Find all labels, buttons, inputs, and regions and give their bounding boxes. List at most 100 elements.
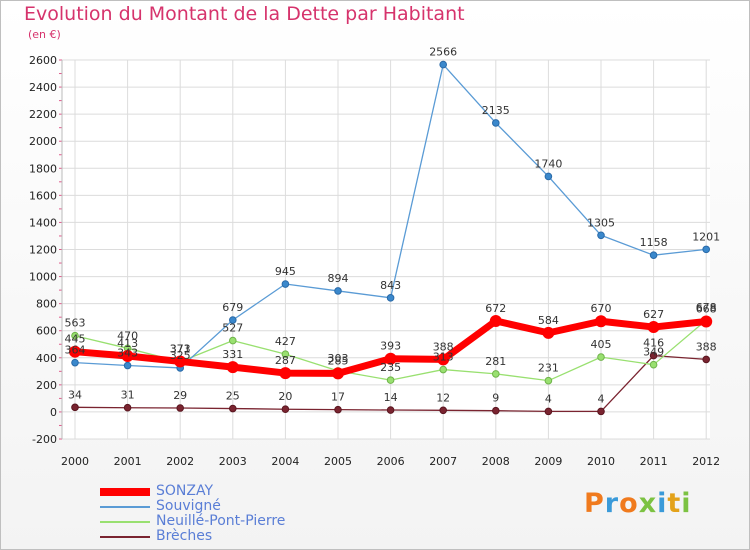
y-tick-label: 1000 <box>29 271 57 284</box>
data-point-neuill-pont-pierre <box>649 360 658 369</box>
data-label-sonzay: 287 <box>275 354 296 367</box>
data-point-br-ches <box>123 403 132 412</box>
logo-letter: P <box>584 488 605 519</box>
legend-label: Brèches <box>156 528 213 544</box>
data-label-souvign-: 1305 <box>587 216 615 229</box>
data-point-neuill-pont-pierre <box>229 336 237 345</box>
logo-letter: i <box>657 488 668 519</box>
legend-label: Neuillé-Pont-Pierre <box>156 513 286 529</box>
legend: SONZAY Souvigné Neuillé-Pont-Pierre Brèches <box>100 484 285 544</box>
data-point-neuill-pont-pierre <box>71 331 79 340</box>
y-tick-label: 400 <box>36 352 57 365</box>
data-point-souvign- <box>702 245 711 254</box>
data-label-br-ches: 12 <box>436 391 450 404</box>
data-point-br-ches <box>334 405 342 414</box>
data-label-br-ches: 416 <box>643 337 664 350</box>
chart-title: Evolution du Montant de la Dette par Hab… <box>24 3 465 25</box>
data-point-sonzay <box>121 350 134 363</box>
data-point-br-ches <box>597 407 605 416</box>
data-label-br-ches: 4 <box>545 392 552 405</box>
y-tick-label: 2400 <box>29 81 57 94</box>
x-tick-label: 2007 <box>429 455 457 468</box>
data-point-br-ches <box>176 404 184 412</box>
x-tick-label: 2006 <box>377 455 405 468</box>
data-label-br-ches: 31 <box>121 389 135 402</box>
data-point-souvign- <box>334 287 342 295</box>
data-point-neuill-pont-pierre <box>281 350 290 358</box>
data-label-neuill-pont-pierre: 527 <box>222 322 243 335</box>
data-point-neuill-pont-pierre <box>492 370 500 378</box>
data-point-souvign- <box>597 231 605 240</box>
data-point-br-ches <box>544 407 553 416</box>
y-tick-label: 0 <box>50 406 57 419</box>
x-tick-label: 2011 <box>640 455 668 468</box>
data-point-br-ches <box>229 404 237 413</box>
x-tick-label: 2002 <box>166 455 194 468</box>
y-tick-label: 600 <box>36 325 57 338</box>
data-label-br-ches: 20 <box>278 390 292 403</box>
data-point-br-ches <box>649 351 658 360</box>
y-tick-label: 1800 <box>29 162 57 175</box>
x-tick-label: 2012 <box>692 455 720 468</box>
y-tick-label: 1200 <box>29 244 57 257</box>
data-point-souvign- <box>649 251 658 259</box>
logo-letter: t <box>667 488 682 519</box>
y-tick-label: 2000 <box>29 135 57 148</box>
data-point-sonzay <box>226 361 239 374</box>
x-tick-label: 2000 <box>61 455 89 468</box>
x-tick-label: 2001 <box>114 455 142 468</box>
y-tick-label: 800 <box>36 298 57 311</box>
data-point-sonzay <box>174 355 187 368</box>
legend-item: Souvigné <box>100 499 285 514</box>
y-tick-label: -200 <box>32 433 57 446</box>
y-tick-label: 2600 <box>29 54 57 67</box>
y-tick-label: 1400 <box>29 216 57 229</box>
data-point-br-ches <box>281 405 290 414</box>
logo-letter: i <box>681 488 692 519</box>
data-point-souvign- <box>123 361 132 370</box>
data-point-sonzay <box>595 315 607 328</box>
data-point-sonzay <box>542 326 555 339</box>
data-point-br-ches <box>439 406 448 415</box>
data-point-sonzay <box>647 321 660 334</box>
x-tick-label: 2009 <box>534 455 562 468</box>
data-point-souvign- <box>544 172 553 181</box>
data-label-souvign-: 1740 <box>534 157 562 170</box>
legend-swatch <box>100 487 150 496</box>
data-point-br-ches <box>386 406 395 414</box>
y-tick-label: 1600 <box>29 189 57 202</box>
data-point-br-ches <box>702 355 711 364</box>
data-label-br-ches: 388 <box>696 340 717 353</box>
data-label-br-ches: 17 <box>331 391 345 404</box>
data-point-neuill-pont-pierre <box>597 353 605 361</box>
data-label-neuill-pont-pierre: 470 <box>117 329 138 342</box>
data-point-souvign- <box>71 358 79 367</box>
data-label-neuill-pont-pierre: 313 <box>433 351 454 364</box>
data-point-sonzay <box>69 345 81 358</box>
data-label-neuill-pont-pierre: 349 <box>643 346 664 359</box>
data-label-sonzay: 393 <box>380 340 401 353</box>
proxiti-logo: Proxiti <box>584 488 692 519</box>
data-label-sonzay: 627 <box>643 308 664 321</box>
legend-swatch <box>100 520 150 523</box>
data-label-neuill-pont-pierre: 427 <box>275 335 296 348</box>
data-label-souvign-: 1158 <box>640 236 668 249</box>
data-label-sonzay: 285 <box>328 354 349 367</box>
x-tick-label: 2003 <box>219 455 247 468</box>
data-label-neuill-pont-pierre: 678 <box>696 301 717 314</box>
data-point-neuill-pont-pierre <box>386 376 395 384</box>
data-label-souvign-: 2135 <box>482 104 510 117</box>
x-tick-label: 2004 <box>271 455 299 468</box>
data-label-neuill-pont-pierre: 371 <box>170 343 191 356</box>
data-label-sonzay: 388 <box>433 340 454 353</box>
data-label-br-ches: 29 <box>173 389 187 402</box>
data-point-neuill-pont-pierre <box>439 365 448 374</box>
y-tick-label: 200 <box>36 379 57 392</box>
data-label-souvign-: 364 <box>65 344 86 357</box>
data-label-neuill-pont-pierre: 235 <box>380 361 401 374</box>
data-label-br-ches: 34 <box>68 388 82 401</box>
data-point-sonzay <box>489 314 502 327</box>
data-label-neuill-pont-pierre: 281 <box>485 355 506 368</box>
data-point-sonzay <box>437 353 450 366</box>
